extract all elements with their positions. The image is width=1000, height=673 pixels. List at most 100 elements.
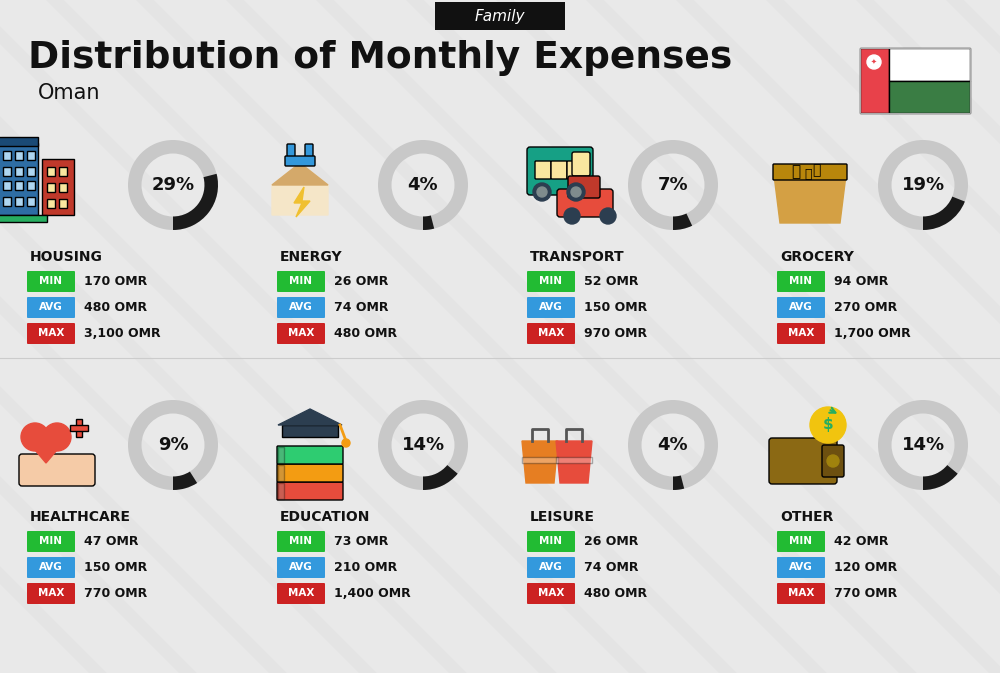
Circle shape [571, 187, 581, 197]
FancyBboxPatch shape [277, 297, 325, 318]
Text: AVG: AVG [289, 563, 313, 573]
Text: 1,700 OMR: 1,700 OMR [834, 327, 911, 340]
FancyBboxPatch shape [287, 144, 295, 160]
Text: 29%: 29% [151, 176, 195, 194]
Text: OTHER: OTHER [780, 510, 833, 524]
FancyBboxPatch shape [522, 457, 558, 463]
FancyBboxPatch shape [47, 167, 55, 176]
FancyBboxPatch shape [0, 137, 38, 146]
Wedge shape [878, 400, 968, 490]
Text: 970 OMR: 970 OMR [584, 327, 647, 340]
Text: 42 OMR: 42 OMR [834, 535, 889, 548]
Text: 770 OMR: 770 OMR [84, 587, 147, 600]
FancyBboxPatch shape [527, 297, 575, 318]
Text: MAX: MAX [288, 588, 314, 598]
Text: 26 OMR: 26 OMR [584, 535, 638, 548]
Text: 4%: 4% [658, 436, 688, 454]
FancyBboxPatch shape [15, 197, 23, 206]
Text: GROCERY: GROCERY [780, 250, 854, 264]
FancyBboxPatch shape [277, 557, 325, 578]
FancyBboxPatch shape [305, 144, 313, 160]
Circle shape [810, 407, 846, 443]
Text: 3,100 OMR: 3,100 OMR [84, 327, 161, 340]
FancyBboxPatch shape [860, 48, 889, 113]
FancyBboxPatch shape [27, 531, 75, 552]
Text: MAX: MAX [38, 588, 64, 598]
Text: Family: Family [475, 9, 525, 24]
Wedge shape [923, 197, 965, 230]
Text: 480 OMR: 480 OMR [84, 301, 147, 314]
Text: Distribution of Monthly Expenses: Distribution of Monthly Expenses [28, 40, 732, 76]
FancyBboxPatch shape [47, 183, 55, 192]
FancyBboxPatch shape [551, 161, 567, 179]
FancyBboxPatch shape [527, 271, 575, 292]
Wedge shape [128, 400, 218, 490]
FancyBboxPatch shape [278, 483, 284, 499]
Text: 73 OMR: 73 OMR [334, 535, 388, 548]
Text: MAX: MAX [288, 328, 314, 339]
Text: 26 OMR: 26 OMR [334, 275, 388, 288]
FancyBboxPatch shape [777, 531, 825, 552]
Circle shape [537, 187, 547, 197]
FancyBboxPatch shape [527, 557, 575, 578]
Circle shape [600, 208, 616, 224]
FancyBboxPatch shape [15, 151, 23, 160]
Text: AVG: AVG [289, 302, 313, 312]
Text: 210 OMR: 210 OMR [334, 561, 397, 574]
Polygon shape [522, 441, 558, 483]
FancyBboxPatch shape [769, 438, 837, 484]
Text: 14%: 14% [901, 436, 945, 454]
Polygon shape [272, 163, 328, 185]
FancyBboxPatch shape [282, 425, 338, 437]
FancyBboxPatch shape [568, 176, 600, 198]
Wedge shape [423, 215, 434, 230]
FancyBboxPatch shape [70, 425, 88, 431]
Text: 1,400 OMR: 1,400 OMR [334, 587, 411, 600]
Text: 52 OMR: 52 OMR [584, 275, 639, 288]
Circle shape [533, 183, 551, 201]
Text: AVG: AVG [539, 302, 563, 312]
Text: 14%: 14% [401, 436, 445, 454]
FancyBboxPatch shape [0, 143, 38, 215]
Circle shape [867, 55, 881, 69]
Text: $: $ [823, 417, 833, 433]
FancyBboxPatch shape [15, 167, 23, 176]
Polygon shape [774, 175, 846, 223]
Circle shape [567, 183, 585, 201]
Wedge shape [923, 465, 958, 490]
FancyBboxPatch shape [527, 323, 575, 344]
Text: 19%: 19% [901, 176, 945, 194]
FancyBboxPatch shape [277, 531, 325, 552]
FancyBboxPatch shape [822, 445, 844, 477]
Text: 170 OMR: 170 OMR [84, 275, 147, 288]
Text: MAX: MAX [788, 328, 814, 339]
Text: 150 OMR: 150 OMR [584, 301, 647, 314]
FancyBboxPatch shape [277, 583, 325, 604]
Text: 7%: 7% [658, 176, 688, 194]
Text: ENERGY: ENERGY [280, 250, 343, 264]
Text: MAX: MAX [788, 588, 814, 598]
Polygon shape [272, 163, 328, 215]
FancyBboxPatch shape [889, 48, 970, 81]
Text: MAX: MAX [38, 328, 64, 339]
FancyBboxPatch shape [42, 159, 74, 215]
Text: Oman: Oman [38, 83, 100, 103]
FancyBboxPatch shape [27, 323, 75, 344]
FancyBboxPatch shape [527, 531, 575, 552]
Text: ✦: ✦ [871, 59, 877, 65]
Text: MAX: MAX [538, 588, 564, 598]
Text: 150 OMR: 150 OMR [84, 561, 147, 574]
Text: MAX: MAX [538, 328, 564, 339]
Text: AVG: AVG [789, 563, 813, 573]
FancyBboxPatch shape [27, 557, 75, 578]
FancyBboxPatch shape [556, 457, 592, 463]
FancyBboxPatch shape [3, 167, 11, 176]
Wedge shape [378, 140, 468, 230]
FancyBboxPatch shape [3, 197, 11, 206]
FancyBboxPatch shape [277, 271, 325, 292]
Polygon shape [556, 441, 592, 483]
Text: AVG: AVG [539, 563, 563, 573]
Wedge shape [173, 472, 197, 490]
Text: 🥬: 🥬 [791, 164, 801, 179]
Text: MIN: MIN [290, 277, 312, 287]
